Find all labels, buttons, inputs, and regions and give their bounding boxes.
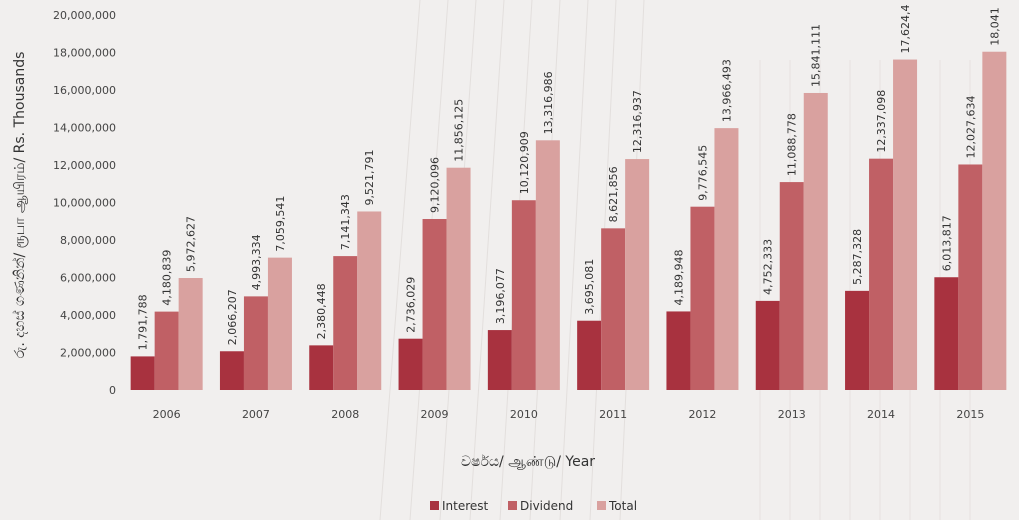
y-tick-label: 10,000,000 <box>53 197 116 210</box>
bar-dividend <box>155 312 179 390</box>
data-label: 3,196,077 <box>494 268 507 324</box>
data-label: 7,141,343 <box>339 194 352 250</box>
data-label: 4,189,948 <box>672 249 685 305</box>
bar-dividend <box>690 207 714 390</box>
data-label: 5,972,627 <box>185 216 198 272</box>
bar-interest <box>220 351 244 390</box>
data-label: 5,287,328 <box>851 229 864 285</box>
x-tick-label: 2011 <box>599 408 627 421</box>
bar-dividend <box>512 200 536 390</box>
legend-label-interest: Interest <box>442 499 489 513</box>
x-tick-label: 2008 <box>331 408 359 421</box>
legend-swatch-total <box>597 501 606 510</box>
legend-label-dividend: Dividend <box>520 499 573 513</box>
data-label: 4,752,333 <box>762 239 775 295</box>
y-tick-label: 0 <box>109 384 116 397</box>
legend-swatch-interest <box>430 501 439 510</box>
bar-total <box>893 60 917 390</box>
bar-interest <box>845 291 869 390</box>
y-tick-label: 8,000,000 <box>60 234 116 247</box>
x-axis-ticks: 2006 2007 2008 2009 2010 2011 2012 2013 2014 2015 <box>153 408 985 421</box>
legend-label-total: Total <box>608 499 637 513</box>
data-label: 17,624,4 <box>899 5 912 54</box>
y-tick-label: 4,000,000 <box>60 309 116 322</box>
data-label: 12,027,634 <box>964 95 977 158</box>
bar-dividend <box>958 164 982 390</box>
bar-total <box>982 52 1006 390</box>
x-tick-label: 2014 <box>867 408 895 421</box>
x-tick-label: 2012 <box>688 408 716 421</box>
bar-interest <box>666 311 690 390</box>
bar-dividend <box>244 296 268 390</box>
bar-total <box>179 278 203 390</box>
bar-total <box>536 140 560 390</box>
bar-interest <box>309 345 333 390</box>
y-tick-label: 6,000,000 <box>60 272 116 285</box>
x-axis-title: වර්ෂය/ ஆண்டு/ Year <box>461 454 595 470</box>
legend-swatch-dividend <box>508 501 517 510</box>
bar-dividend <box>869 159 893 390</box>
y-tick-label: 20,000,000 <box>53 9 116 22</box>
bar-interest <box>577 321 601 390</box>
data-label: 8,621,856 <box>607 166 620 222</box>
data-label: 6,013,817 <box>940 215 953 271</box>
y-tick-label: 14,000,000 <box>53 122 116 135</box>
x-tick-label: 2015 <box>956 408 984 421</box>
legend: Interest Dividend Total <box>430 499 637 513</box>
y-axis-title: රු. දහස් ගණනින්/ ரூபா ஆயிரம்/ Rs. Thousa… <box>12 52 28 359</box>
y-tick-label: 2,000,000 <box>60 347 116 360</box>
y-tick-label: 18,000,000 <box>53 47 116 60</box>
data-label: 9,521,791 <box>363 149 376 205</box>
data-label: 13,316,986 <box>542 71 555 134</box>
y-axis-ticks: 0 2,000,000 4,000,000 6,000,000 8,000,000 10,… <box>53 9 116 397</box>
data-label: 15,841,111 <box>810 24 823 87</box>
bar-total <box>625 159 649 390</box>
data-label: 11,088,778 <box>786 113 799 176</box>
bar-interest <box>934 277 958 390</box>
x-tick-label: 2006 <box>153 408 181 421</box>
data-label: 1,791,788 <box>137 294 150 350</box>
data-label: 9,776,545 <box>696 145 709 201</box>
y-tick-label: 12,000,000 <box>53 159 116 172</box>
bar-total <box>357 211 381 390</box>
bar-total <box>804 93 828 390</box>
bar-interest <box>756 301 780 390</box>
bar-dividend <box>423 219 447 390</box>
x-tick-label: 2009 <box>421 408 449 421</box>
data-label: 3,695,081 <box>583 259 596 315</box>
data-label: 9,120,096 <box>429 157 442 213</box>
bar-interest <box>131 356 155 390</box>
data-label: 7,059,541 <box>274 196 287 252</box>
data-label: 2,380,448 <box>315 283 328 339</box>
bar-dividend <box>601 228 625 390</box>
data-label: 18,041 <box>988 7 1001 46</box>
data-label: 12,316,937 <box>631 90 644 153</box>
bar-dividend <box>333 256 357 390</box>
bar-dividend <box>780 182 804 390</box>
bar-interest <box>488 330 512 390</box>
x-tick-label: 2007 <box>242 408 270 421</box>
data-label: 12,337,098 <box>875 90 888 153</box>
y-tick-label: 16,000,000 <box>53 84 116 97</box>
data-label: 2,736,029 <box>405 277 418 333</box>
bar-total <box>268 258 292 390</box>
bar-total <box>714 128 738 390</box>
x-tick-label: 2010 <box>510 408 538 421</box>
data-label: 4,180,839 <box>161 250 174 306</box>
bar-interest <box>399 339 423 390</box>
data-label: 2,066,207 <box>226 289 239 345</box>
data-label: 13,966,493 <box>720 59 733 122</box>
data-label: 11,856,125 <box>453 99 466 162</box>
data-label: 4,993,334 <box>250 234 263 290</box>
data-label: 10,120,909 <box>518 131 531 194</box>
x-tick-label: 2013 <box>778 408 806 421</box>
bar-total <box>447 168 471 390</box>
